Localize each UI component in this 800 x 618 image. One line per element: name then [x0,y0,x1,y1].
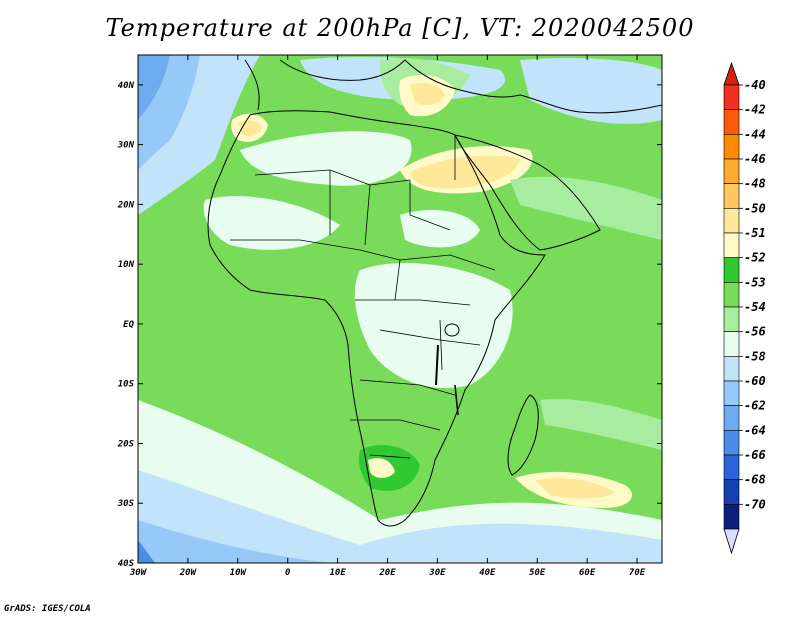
colorbar-swatch [723,183,740,209]
lon-tick-label: 30E [428,568,446,578]
lon-tick-label: 20W [179,568,198,578]
colorbar-label: -54 [744,300,766,314]
field-sw-corner [138,540,155,563]
colorbar-label: -64 [744,423,766,437]
colorbar-swatch [723,109,740,135]
colorbar-label: -58 [744,349,766,363]
colorbar-swatch [723,306,740,332]
colorbar-label: -44 [744,127,766,141]
africa-coastline [207,110,546,527]
colorbar-swatch [723,454,740,480]
lon-tick-label: 50E [529,568,546,578]
colorbar-swatch [723,479,740,505]
colorbar-label: -42 [744,103,766,117]
map-frame [137,54,663,564]
lat-tick-label: EQ [123,320,134,330]
colorbar-top-arrow [723,61,740,86]
field-safrica-yellow [368,458,395,478]
colorbar-label: -62 [744,399,766,413]
europe-coastline [244,59,662,114]
lake-tanganyika [435,344,439,386]
colorbar-label: -50 [744,201,766,215]
colorbar-swatch [723,208,740,234]
field-io-yellow [535,478,615,499]
colorbar-label: -60 [744,374,766,388]
lat-tick-label: 10S [118,380,135,390]
colorbar-label: -52 [744,251,766,265]
colorbar-label: -56 [744,325,766,339]
colorbar-swatch [723,134,740,160]
colorbar-swatch [723,331,740,357]
colorbar-swatch [723,504,740,530]
credit-label: GrADS: IGES/COLA [4,604,91,614]
lat-tick-label: 30N [117,141,135,151]
colorbar-swatch [723,158,740,184]
lon-tick-label: 70E [629,568,646,578]
colorbar-bottom-arrow [723,528,740,555]
lon-tick-label: 60E [579,568,596,578]
lat-tick-label: 40N [118,81,135,91]
colorbar-label: -68 [744,473,766,487]
colorbar-swatch [723,380,740,406]
country-borders [230,135,496,459]
colorbar-swatch [723,282,740,308]
colorbar-swatch [723,405,740,431]
colorbar-label: -40 [744,78,766,92]
lon-tick-label: 40E [479,568,496,578]
colorbar-label: -51 [744,226,766,240]
colorbar-swatch [723,257,740,283]
field-central-cool [354,262,513,389]
lat-tick-label: 20S [117,439,135,449]
field-nw-coldest [138,55,170,120]
lon-tick-label: 10W [230,568,248,578]
colorbar-label: -66 [744,448,766,462]
field-egypt-yellow [410,155,520,189]
field-sahel-cool [400,210,480,248]
lake-malawi [454,384,459,416]
field-south-colder [138,470,662,563]
colorbar-swatch [723,356,740,382]
latitude-axis: 40N 30N 20N 10N EQ 10S 20S 30S 40S [117,81,662,569]
colorbar-label: -53 [744,275,766,289]
map-title: Temperature at 200hPa [C], VT: 202004250… [105,14,695,42]
lake-victoria [444,323,460,337]
lat-tick-label: 40S [118,559,135,569]
colorbar-swatch [723,232,740,258]
lon-tick-label: 30W [129,568,148,578]
field-med-yellow [410,83,445,106]
colorbar-label: -48 [744,177,766,191]
field-west-cool [203,196,340,250]
colorbar-label: -46 [744,152,766,166]
field-sahara-cool [240,131,412,186]
lat-tick-label: 20N [117,200,135,210]
colorbar-label: -70 [744,497,766,511]
longitude-axis: 30W 20W 10W 0 10E 20E 30E 40E 50E 60E 70E [129,55,646,578]
lon-tick-label: 10E [329,568,346,578]
field-south-coldest [138,520,330,563]
colorbar-swatch [723,430,740,456]
madagascar-coastline [507,394,539,476]
lat-tick-label: 10N [118,260,135,270]
field-io-cool [540,399,662,450]
colorbar-swatch [723,84,740,110]
colorbar: -40 -42 -44 -46 -48 -50 -51 -52 -53 -54 -56 -58 -60 -… [723,61,766,555]
arabia-coastline [454,134,601,251]
lat-tick-label: 30S [117,499,135,509]
lon-tick-label: 20E [378,568,396,578]
lon-tick-label: 0 [285,568,291,578]
field-persia-cool [520,58,662,124]
